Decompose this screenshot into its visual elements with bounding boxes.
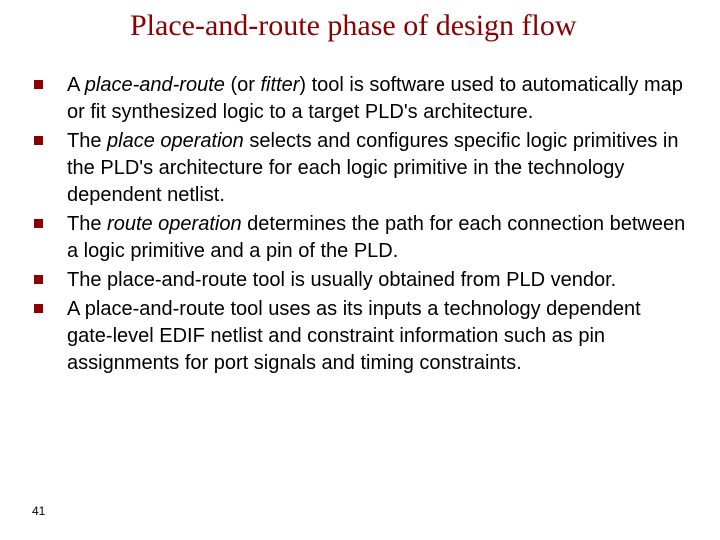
page-number: 41 <box>32 504 45 518</box>
square-bullet-icon <box>34 275 43 284</box>
list-item-text: A place-and-route tool uses as its input… <box>67 296 690 377</box>
list-item: The place operation selects and configur… <box>30 128 690 209</box>
list-item-text: The place operation selects and configur… <box>67 128 690 209</box>
slide: Place-and-route phase of design flow A p… <box>0 0 720 540</box>
list-item: A place-and-route (or fitter) tool is so… <box>30 72 690 126</box>
list-item: The route operation determines the path … <box>30 211 690 265</box>
list-item-text: The place-and-route tool is usually obta… <box>67 267 690 294</box>
square-bullet-icon <box>34 80 43 89</box>
list-item-text: A place-and-route (or fitter) tool is so… <box>67 72 690 126</box>
square-bullet-icon <box>34 136 43 145</box>
slide-title: Place-and-route phase of design flow <box>130 8 700 44</box>
list-item-text: The route operation determines the path … <box>67 211 690 265</box>
list-item: The place-and-route tool is usually obta… <box>30 267 690 294</box>
square-bullet-icon <box>34 304 43 313</box>
bullet-list: A place-and-route (or fitter) tool is so… <box>30 72 690 379</box>
list-item: A place-and-route tool uses as its input… <box>30 296 690 377</box>
square-bullet-icon <box>34 219 43 228</box>
